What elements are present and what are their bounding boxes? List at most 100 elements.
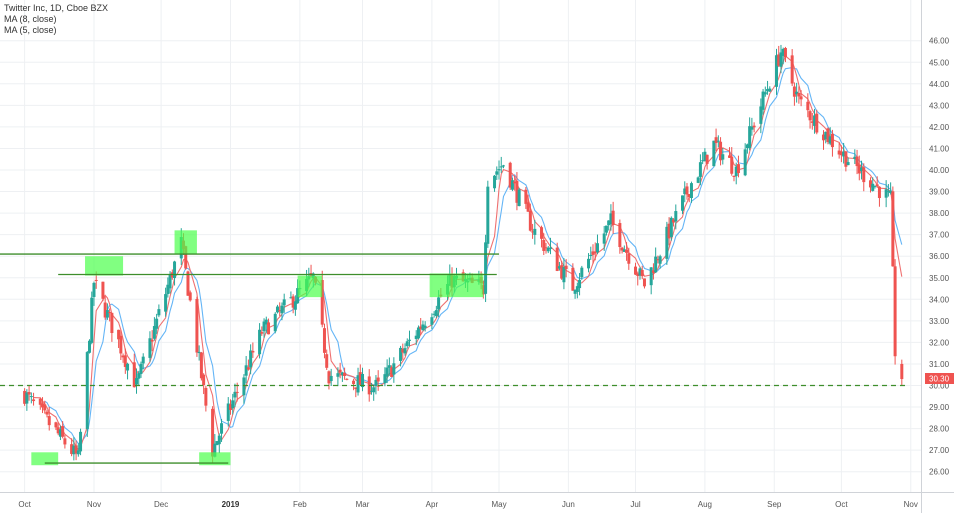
candle-body [213,443,217,457]
candle-body [43,404,47,411]
highlight-box [85,256,124,276]
legend-ma8: MA (8, close) [4,14,57,24]
candle-body [27,392,31,395]
candle-body [54,422,58,428]
candle-body [797,92,801,97]
candle-body [166,284,170,295]
x-tick-label: Aug [698,500,712,509]
candle-body [157,309,161,316]
candle-body [875,184,879,186]
y-tick-label: 39.00 [929,188,950,197]
candle-body [88,340,92,353]
candle-body [246,367,250,370]
candle-body [432,313,436,315]
x-tick-label: Nov [87,500,101,509]
candle-body [29,396,33,398]
candle-body [873,185,877,187]
candle-body [884,189,888,198]
candle-body [533,228,537,235]
candle-body [607,220,611,226]
x-tick-label: Feb [293,500,307,509]
x-tick-label: Oct [835,500,848,509]
candle-body [258,329,262,355]
candle-body [358,372,362,385]
candle-body [640,270,644,277]
x-tick-label: Nov [904,500,918,509]
candle-body [387,365,391,368]
candle-body [173,261,177,279]
candle-body [734,166,738,177]
x-tick-label: May [491,500,506,509]
candle-body [85,352,89,429]
candle-body [698,162,702,177]
candle-body [327,371,331,384]
y-tick-label: 34.00 [929,295,950,304]
candle-body [383,374,387,384]
y-tick-label: 35.00 [929,274,950,283]
candle-body [336,373,340,377]
candle-body [419,326,423,329]
candle-body [25,392,29,404]
candle-body [781,48,785,56]
candle-body [117,329,121,340]
candle-body [278,310,282,312]
candle-body [622,249,626,252]
candle-body [562,266,566,283]
candle-body [280,305,284,314]
candle-body [526,202,530,212]
candle-body [92,282,96,297]
candle-body [322,328,326,353]
candle-body [70,444,74,454]
candle-body [228,404,232,410]
x-tick-label: Sep [767,500,782,509]
candle-body [401,348,405,353]
candle-body [484,242,488,294]
candle-body [815,113,819,133]
candle-body [231,400,235,409]
y-tick-label: 28.00 [929,425,950,434]
candle-body [824,131,828,140]
candle-body [320,279,324,325]
candle-body [627,253,631,264]
candle-body [262,321,266,332]
candle-body [743,149,747,176]
x-tick-label: Dec [154,500,168,509]
candle-body [90,297,94,343]
candle-body [184,246,188,269]
candle-body [343,372,347,376]
candle-body [233,391,237,398]
y-tick-label: 32.00 [929,338,950,347]
candle-body [249,350,253,368]
candle-body [217,435,221,445]
candle-body [687,194,691,198]
candle-body [728,155,732,158]
candle-body [110,312,114,334]
candle-body [188,292,192,301]
candle-body [560,265,564,279]
candle-body [23,390,27,404]
ma8-line [44,67,903,444]
candle-body [155,318,159,329]
candle-body [421,324,425,330]
candle-body [634,266,638,275]
candle-body [779,52,783,67]
candle-body [853,156,857,160]
candle-body [123,355,127,367]
x-tick-label: Apr [426,500,439,509]
candle-body [714,137,718,144]
candle-body [423,325,427,328]
annotations [0,230,909,466]
candle-body [45,411,49,415]
last-price-tag-bg [925,373,954,384]
candle-body [495,171,499,175]
candle-body [871,183,875,191]
candle-body [609,213,613,225]
candle-body [642,278,646,287]
candle-body [578,279,582,289]
candle-body [893,266,897,357]
candle-body [405,341,409,347]
candle-body [877,186,881,199]
candle-body [354,387,358,390]
